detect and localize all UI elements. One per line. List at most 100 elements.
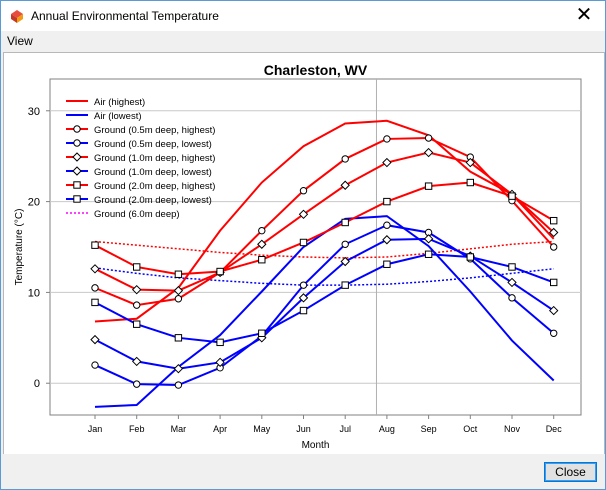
data-point <box>73 125 81 133</box>
data-point <box>550 329 558 337</box>
data-point <box>299 238 308 247</box>
data-point <box>299 281 308 289</box>
data-point <box>73 181 81 189</box>
x-tick-label: May <box>253 424 271 434</box>
data-point <box>215 357 225 368</box>
data-point <box>90 334 100 345</box>
data-point <box>382 157 392 168</box>
data-point <box>423 234 434 244</box>
x-tick-label: Apr <box>213 424 227 434</box>
data-point <box>91 298 99 307</box>
data-point <box>258 256 266 264</box>
series-line <box>94 137 555 307</box>
data-point <box>174 295 183 303</box>
data-point <box>424 134 433 142</box>
series-line <box>94 151 555 292</box>
data-point <box>174 270 183 278</box>
chart-panel: Charleston, WV 0 10 20 30 Jan Feb Mar Apr May Jun J… <box>3 52 605 455</box>
data-point <box>383 260 391 268</box>
data-point <box>258 329 266 337</box>
x-axis-label: Month <box>302 440 330 451</box>
data-point <box>508 294 516 302</box>
y-tick-label: 0 <box>34 378 40 390</box>
x-tick-label: Mar <box>171 424 187 434</box>
legend-label: Ground (0.5m deep, lowest) <box>94 139 212 150</box>
data-point <box>548 227 559 238</box>
x-tick-label: Sep <box>421 424 437 434</box>
data-point <box>383 135 391 143</box>
data-point <box>341 155 349 163</box>
data-point <box>91 284 99 292</box>
app-icon <box>11 10 23 23</box>
data-point <box>508 263 516 271</box>
data-point <box>73 139 81 147</box>
data-point <box>299 186 308 195</box>
data-point <box>131 356 142 367</box>
y-tick-label: 30 <box>28 106 40 118</box>
y-tick-label: 20 <box>28 197 40 209</box>
data-point <box>257 239 267 249</box>
data-point <box>174 381 183 389</box>
x-tick-label: Oct <box>463 424 478 434</box>
temperature-chart: Charleston, WV 0 10 20 30 Jan Feb Mar Apr May Jun J… <box>14 62 582 451</box>
data-point <box>258 226 266 235</box>
data-point <box>341 240 349 248</box>
data-point <box>424 182 433 190</box>
data-point <box>550 243 558 251</box>
data-point <box>383 221 391 229</box>
data-point <box>383 197 391 206</box>
title-bar: Annual Environmental Temperature ✕ <box>1 1 605 31</box>
data-point <box>548 305 559 316</box>
menu-view[interactable]: View <box>7 34 33 48</box>
data-point <box>550 216 558 225</box>
x-tick-label: Jan <box>88 424 103 434</box>
data-point <box>133 301 141 309</box>
legend-label: Ground (2.0m deep, lowest) <box>94 195 212 206</box>
window-close-icon[interactable]: ✕ <box>575 4 593 26</box>
data-point <box>216 338 224 347</box>
x-tick-label: Dec <box>546 424 563 434</box>
legend-label: Ground (1.0m deep, highest) <box>94 153 215 164</box>
data-point <box>507 277 517 288</box>
chart-title: Charleston, WV <box>264 62 368 78</box>
data-point <box>298 293 309 303</box>
data-point <box>298 209 309 220</box>
window-title: Annual Environmental Temperature <box>31 9 219 23</box>
data-point <box>133 263 141 271</box>
series-line <box>94 253 555 344</box>
data-point <box>90 264 100 274</box>
data-point <box>73 195 81 203</box>
x-tick-label: Jun <box>296 424 311 434</box>
x-tick-label: Nov <box>504 424 521 434</box>
data-point <box>299 306 308 315</box>
data-point <box>72 166 82 176</box>
data-point <box>131 284 142 295</box>
data-point <box>72 152 82 162</box>
data-point <box>423 147 434 158</box>
data-point <box>508 192 516 200</box>
footer-bar: Close <box>1 454 605 489</box>
series-line <box>94 119 555 323</box>
data-point <box>173 285 184 296</box>
series-line <box>94 224 555 387</box>
data-point <box>424 250 433 258</box>
series-line <box>94 237 555 370</box>
data-point <box>133 320 141 328</box>
data-point <box>341 218 349 227</box>
x-tick-label: Feb <box>129 424 145 434</box>
data-point <box>216 267 224 276</box>
data-point <box>133 380 141 388</box>
y-tick-label: 10 <box>28 287 40 299</box>
data-point <box>173 363 184 374</box>
close-button[interactable]: Close <box>544 462 597 482</box>
legend-label: Ground (2.0m deep, highest) <box>94 181 215 192</box>
x-tick-label: Jul <box>339 424 351 434</box>
menu-bar: View <box>1 31 605 51</box>
data-point <box>466 253 475 261</box>
y-axis-label: Temperature (°C) <box>14 209 25 286</box>
legend-label: Ground (0.5m deep, highest) <box>94 125 215 136</box>
data-point <box>340 256 350 267</box>
data-point <box>550 278 558 287</box>
series-line <box>94 267 554 286</box>
